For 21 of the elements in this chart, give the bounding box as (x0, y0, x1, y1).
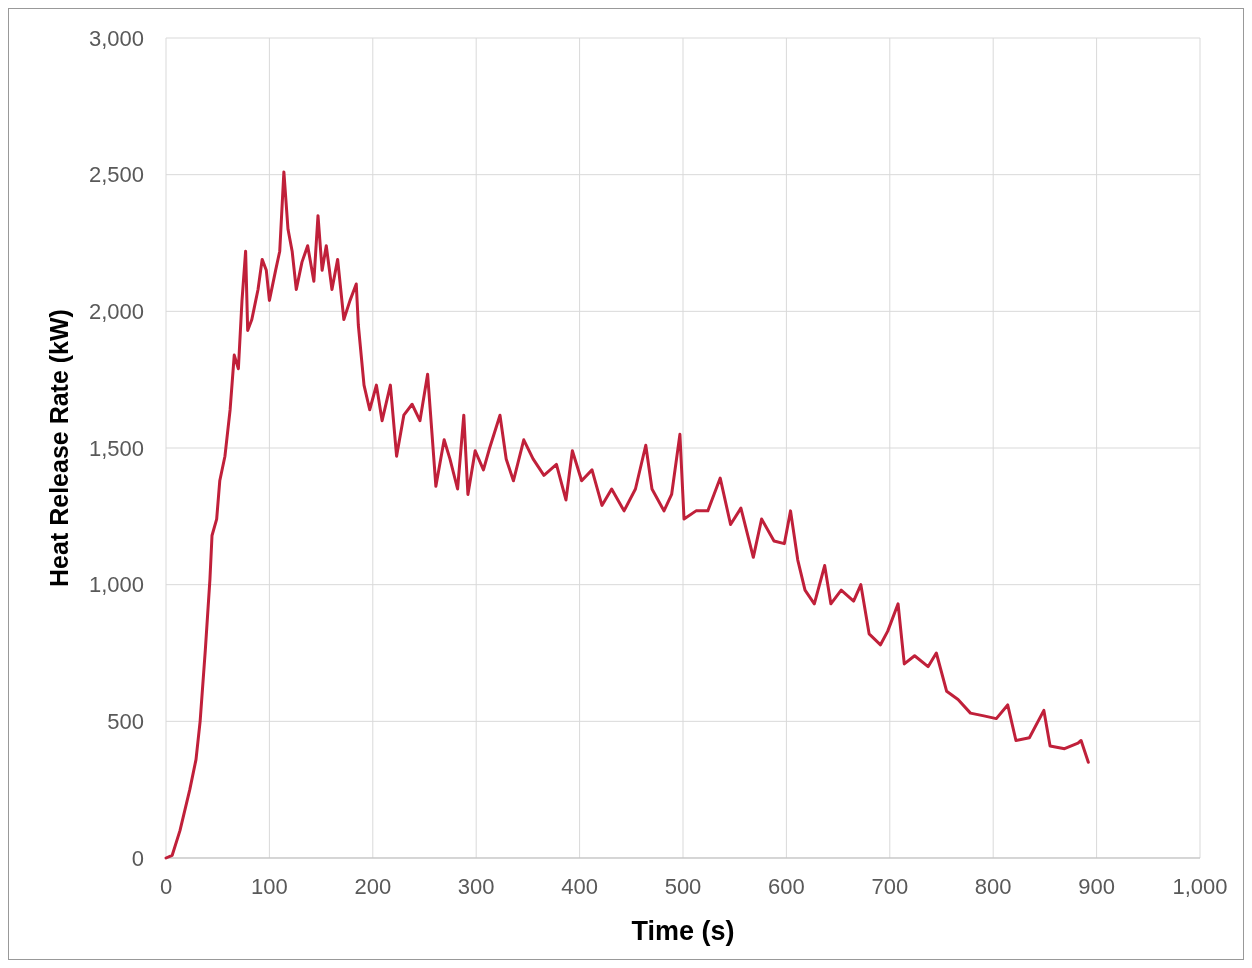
x-tick-label: 1,000 (1172, 874, 1228, 899)
y-tick-label: 500 (107, 709, 144, 735)
x-tick-label: 800 (974, 874, 1012, 899)
x-tick-label: 900 (1078, 874, 1115, 899)
x-tick-label: 300 (457, 874, 495, 899)
y-tick-label: 0 (131, 845, 144, 871)
x-tick-label: 700 (871, 874, 909, 899)
y-tick-label: 2,000 (88, 299, 144, 325)
x-axis-title: Time (s) (631, 916, 735, 946)
y-tick-label: 1,500 (88, 435, 144, 461)
x-tick-label: 600 (768, 874, 805, 899)
x-tick-label: 400 (561, 874, 598, 899)
x-tick-label: 0 (159, 874, 173, 899)
x-tick-label: 100 (251, 874, 288, 899)
y-tick-label: 3,000 (88, 25, 144, 51)
y-tick-label: 2,500 (88, 162, 144, 188)
x-tick-label: 200 (354, 874, 392, 899)
y-tick-label: 1,000 (88, 572, 144, 598)
y-axis-title: Heat Release Rate (kW) (45, 309, 73, 587)
x-tick-label: 500 (664, 874, 702, 899)
line-series (164, 170, 1090, 860)
